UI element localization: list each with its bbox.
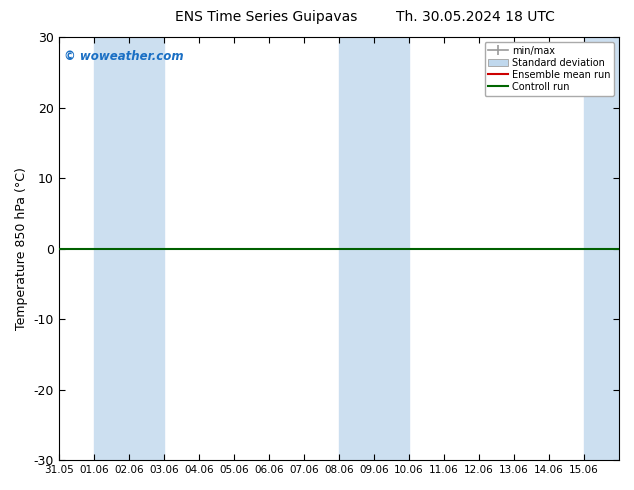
Bar: [339, 37, 409, 460]
Y-axis label: Temperature 850 hPa (°C): Temperature 850 hPa (°C): [15, 167, 28, 330]
Text: © woweather.com: © woweather.com: [65, 50, 184, 63]
Legend: min/max, Standard deviation, Ensemble mean run, Controll run: min/max, Standard deviation, Ensemble me…: [484, 42, 614, 96]
Text: Th. 30.05.2024 18 UTC: Th. 30.05.2024 18 UTC: [396, 10, 555, 24]
Bar: [94, 37, 164, 460]
Text: ENS Time Series Guipavas: ENS Time Series Guipavas: [175, 10, 358, 24]
Bar: [584, 37, 619, 460]
